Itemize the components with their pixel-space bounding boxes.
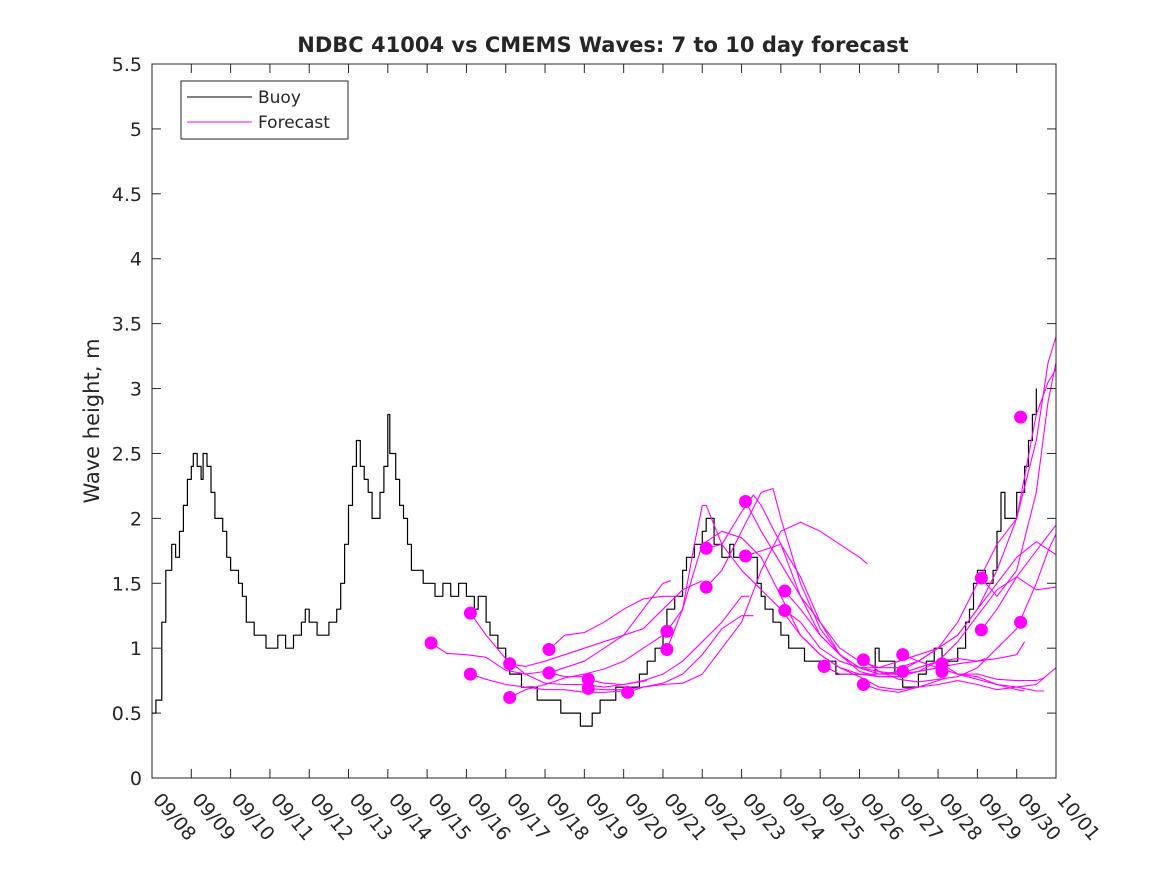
- forecast-series-line-9: [588, 615, 754, 691]
- forecast-series-line-8: [588, 595, 750, 686]
- legend-buoy-label: Buoy: [258, 88, 301, 108]
- y-tick-label: 5: [130, 119, 142, 141]
- forecast-series-line-12: [666, 530, 947, 691]
- x-tick-label: 09/28: [934, 789, 986, 845]
- forecast-series-line-20: [863, 533, 1057, 683]
- series-layer: [152, 336, 1057, 727]
- forecast-start-marker: [542, 642, 556, 656]
- x-tick-label: 09/21: [659, 789, 711, 845]
- x-tick-label: 09/15: [423, 789, 475, 845]
- y-tick-label: 1.5: [112, 573, 142, 595]
- forecast-start-marker: [542, 666, 556, 680]
- y-tick-label: 2.5: [112, 443, 142, 465]
- x-tick-label: 09/29: [974, 789, 1026, 845]
- y-tick-label: 4.5: [112, 184, 142, 206]
- forecast-start-marker: [463, 667, 477, 681]
- forecast-series-line-4: [509, 580, 671, 667]
- forecast-start-marker: [1014, 615, 1028, 629]
- legend: Buoy Forecast: [180, 80, 349, 140]
- legend-forecast-label: Forecast: [258, 113, 330, 133]
- forecast-series-line-25: [980, 524, 1057, 631]
- forecast-start-marker: [974, 623, 988, 637]
- forecast-markers: [424, 410, 1028, 705]
- forecast-series-line-2: [470, 673, 632, 693]
- x-tick-label: 09/22: [698, 789, 750, 845]
- forecast-start-marker: [621, 685, 635, 699]
- x-tick-label: 09/12: [305, 789, 357, 845]
- y-tick-label: 4: [130, 249, 142, 271]
- y-tick-label: 3: [130, 379, 142, 401]
- forecast-start-marker: [935, 665, 949, 679]
- forecast-series-line-22: [902, 654, 1045, 682]
- forecast-start-marker: [463, 606, 477, 620]
- forecast-start-marker: [896, 665, 910, 679]
- y-tick-label: 2: [130, 508, 142, 530]
- forecast-start-marker: [660, 624, 674, 638]
- forecast-start-marker: [581, 681, 595, 695]
- x-tick-label: 09/19: [581, 789, 633, 845]
- legend-box: [180, 80, 349, 140]
- y-tick-label: 1: [130, 638, 142, 660]
- forecast-start-marker: [1014, 410, 1028, 424]
- forecast-start-marker: [778, 584, 792, 598]
- y-tick-label: 5.5: [112, 54, 142, 76]
- forecast-start-marker: [660, 642, 674, 656]
- forecast-series-line-1: [430, 642, 593, 678]
- forecast-series-line-7: [548, 580, 703, 674]
- forecast-start-marker: [699, 541, 713, 555]
- x-tick-label: 09/30: [1013, 789, 1065, 845]
- forecast-start-marker: [974, 571, 988, 585]
- chart-title: NDBC 41004 vs CMEMS Waves: 7 to 10 day f…: [297, 33, 908, 57]
- x-tick-label: 09/26: [856, 789, 908, 845]
- forecast-start-marker: [778, 604, 792, 618]
- forecast-start-marker: [896, 648, 910, 662]
- x-tick-label: 09/23: [738, 789, 790, 845]
- plot-frame: [151, 63, 1057, 779]
- forecast-series-line-5: [509, 628, 672, 698]
- x-tick-label: 09/27: [895, 789, 947, 845]
- forecast-start-marker: [581, 672, 595, 686]
- forecast-start-marker: [856, 653, 870, 667]
- y-tick-label: 3.5: [112, 314, 142, 336]
- x-tick-label: 09/20: [620, 789, 672, 845]
- x-tick-label: 09/10: [227, 789, 279, 845]
- x-tick-label: 09/25: [816, 789, 868, 845]
- y-tick-label: 0: [130, 768, 142, 790]
- forecast-start-marker: [738, 549, 752, 563]
- forecast-start-marker: [503, 691, 517, 705]
- forecast-start-marker: [817, 659, 831, 673]
- forecast-series-line-17: [784, 368, 1057, 675]
- x-tick-label: 09/13: [345, 789, 397, 845]
- x-tick-label: 09/18: [541, 789, 593, 845]
- forecast-series-line-21: [863, 667, 1057, 693]
- x-tick-label: 09/09: [187, 789, 239, 845]
- forecast-start-marker: [424, 636, 438, 650]
- forecast-series-line-18: [784, 336, 1057, 669]
- x-tick-label: 09/17: [502, 789, 554, 845]
- y-tick-label: 0.5: [112, 703, 142, 725]
- forecast-series-line-10: [627, 521, 868, 693]
- forecast-series-line-23: [941, 663, 1045, 692]
- x-tick-label: 09/16: [463, 789, 515, 845]
- x-tick-label: 09/24: [777, 789, 829, 845]
- forecast-series-line-24: [980, 362, 1057, 597]
- forecast-series-line-6: [548, 595, 679, 650]
- y-axis: 0 0.5 1 1.5 2 2.5 3 3.5 4 4.5 5 5.5: [112, 54, 1056, 790]
- forecast-start-marker: [503, 657, 517, 671]
- forecast-start-marker: [699, 580, 713, 594]
- x-tick-label: 10/01: [1052, 789, 1104, 845]
- forecast-series-line-11: [666, 504, 907, 678]
- x-tick-label: 09/08: [148, 789, 200, 845]
- forecast-series-line-3: [469, 612, 648, 688]
- y-axis-label: Wave height, m: [80, 338, 104, 503]
- forecast-start-marker: [856, 678, 870, 692]
- forecast-start-marker: [738, 494, 752, 508]
- x-tick-label: 09/14: [384, 789, 436, 845]
- x-tick-label: 09/11: [266, 789, 318, 845]
